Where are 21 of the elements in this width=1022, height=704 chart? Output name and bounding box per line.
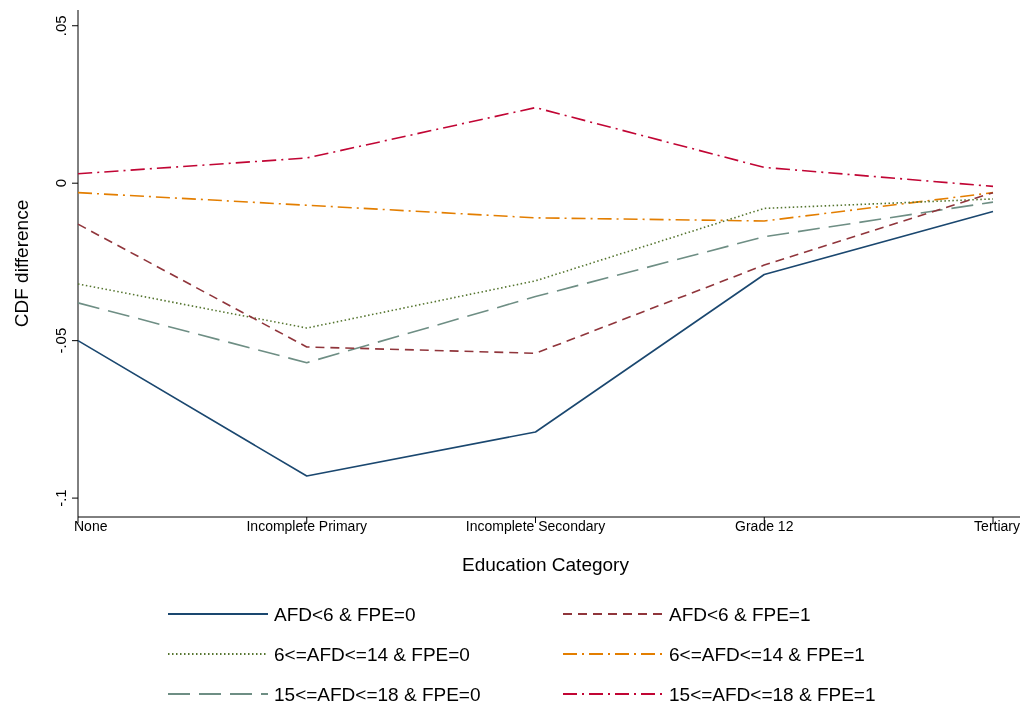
x-tick-label: None (74, 518, 108, 534)
legend-label: 15<=AFD<=18 & FPE=0 (274, 684, 481, 704)
y-tick-label: .05 (52, 15, 69, 37)
y-axis-title: CDF difference (11, 199, 32, 328)
x-tick-label: Grade 12 (735, 518, 794, 534)
line-series (77, 191, 994, 222)
legend-label: AFD<6 & FPE=1 (669, 604, 811, 625)
line-series (77, 210, 994, 477)
y-tick-label: 0 (52, 179, 69, 188)
legend-label: 6<=AFD<=14 & FPE=1 (669, 644, 865, 665)
line-series (77, 106, 994, 188)
legend-label: 15<=AFD<=18 & FPE=1 (669, 684, 876, 704)
y-tick-label: -.05 (52, 327, 69, 354)
line-series (77, 198, 994, 329)
x-tick-label: Tertiary (974, 518, 1020, 534)
legend-label: AFD<6 & FPE=0 (274, 604, 416, 625)
y-tick-label: -.1 (52, 489, 69, 507)
x-tick-label: Incomplete Secondary (465, 518, 606, 534)
x-axis-title: Education Category (462, 554, 630, 575)
x-tick-label: Incomplete Primary (246, 518, 368, 534)
legend-label: 6<=AFD<=14 & FPE=0 (274, 644, 470, 665)
